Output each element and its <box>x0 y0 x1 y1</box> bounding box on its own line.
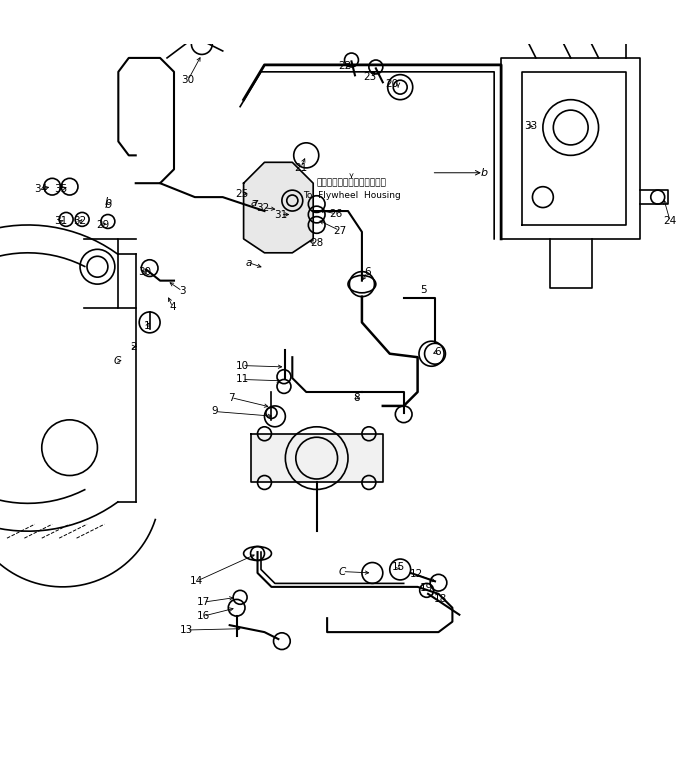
Text: 23: 23 <box>363 71 377 82</box>
Text: 3: 3 <box>179 286 186 296</box>
Text: 24: 24 <box>663 216 677 227</box>
Text: 34: 34 <box>33 183 47 194</box>
Text: 31: 31 <box>54 216 68 227</box>
Text: To  Flywheel  Housing: To Flywheel Housing <box>303 191 400 200</box>
Text: 30: 30 <box>139 267 151 278</box>
Text: b: b <box>480 168 487 178</box>
Text: 16: 16 <box>196 611 210 621</box>
Polygon shape <box>244 162 313 252</box>
Text: b: b <box>104 201 111 210</box>
Text: 10: 10 <box>236 361 248 371</box>
Text: 31: 31 <box>274 209 287 220</box>
Text: 18: 18 <box>434 594 448 604</box>
Text: 5: 5 <box>420 285 427 295</box>
Text: a: a <box>245 257 252 267</box>
Text: 22: 22 <box>338 61 351 71</box>
Text: 7: 7 <box>228 393 235 402</box>
Text: 21: 21 <box>294 163 308 173</box>
Text: 17: 17 <box>196 597 210 607</box>
Text: 14: 14 <box>189 576 203 586</box>
Text: 8: 8 <box>353 393 360 402</box>
Text: 13: 13 <box>180 625 193 635</box>
Text: 15: 15 <box>391 562 405 572</box>
Text: b: b <box>104 198 111 208</box>
Polygon shape <box>251 434 383 482</box>
Text: C: C <box>339 567 346 576</box>
Text: 33: 33 <box>523 122 537 131</box>
Text: 25: 25 <box>235 189 249 198</box>
Text: 19: 19 <box>420 583 434 593</box>
Text: 2: 2 <box>130 342 137 352</box>
Text: 11: 11 <box>235 375 249 384</box>
Text: 4: 4 <box>169 302 176 312</box>
Text: 6: 6 <box>364 267 371 278</box>
Text: 12: 12 <box>409 569 423 579</box>
Text: 6: 6 <box>434 347 441 357</box>
Text: 9: 9 <box>211 406 218 416</box>
Text: 20: 20 <box>385 79 398 89</box>
Text: 30: 30 <box>182 75 194 85</box>
Text: 29: 29 <box>96 220 110 230</box>
Text: 32: 32 <box>256 202 270 212</box>
Text: 35: 35 <box>54 183 68 194</box>
Text: a: a <box>251 198 258 208</box>
Text: C: C <box>113 356 120 365</box>
Text: 1: 1 <box>144 321 151 331</box>
Text: 26: 26 <box>329 209 343 219</box>
Text: 27: 27 <box>333 226 347 235</box>
Text: 32: 32 <box>73 216 87 227</box>
Text: 28: 28 <box>310 238 324 248</box>
Text: フライホイールハウジングへ: フライホイールハウジングへ <box>317 179 386 187</box>
